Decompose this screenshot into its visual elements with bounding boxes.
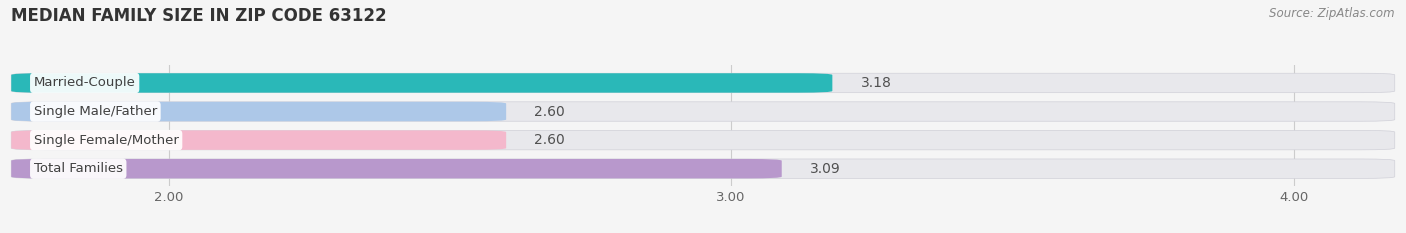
FancyBboxPatch shape [11,130,506,150]
Text: Married-Couple: Married-Couple [34,76,135,89]
Text: 3.09: 3.09 [810,162,841,176]
Text: Single Female/Mother: Single Female/Mother [34,134,179,147]
Text: Total Families: Total Families [34,162,122,175]
FancyBboxPatch shape [11,73,832,93]
Text: 3.18: 3.18 [860,76,891,90]
FancyBboxPatch shape [11,102,506,121]
FancyBboxPatch shape [11,73,1395,93]
FancyBboxPatch shape [11,130,1395,150]
FancyBboxPatch shape [11,102,1395,121]
Text: 2.60: 2.60 [534,105,565,119]
Text: MEDIAN FAMILY SIZE IN ZIP CODE 63122: MEDIAN FAMILY SIZE IN ZIP CODE 63122 [11,7,387,25]
Text: 2.60: 2.60 [534,133,565,147]
FancyBboxPatch shape [11,159,782,178]
Text: Single Male/Father: Single Male/Father [34,105,157,118]
Text: Source: ZipAtlas.com: Source: ZipAtlas.com [1270,7,1395,20]
FancyBboxPatch shape [11,159,1395,178]
